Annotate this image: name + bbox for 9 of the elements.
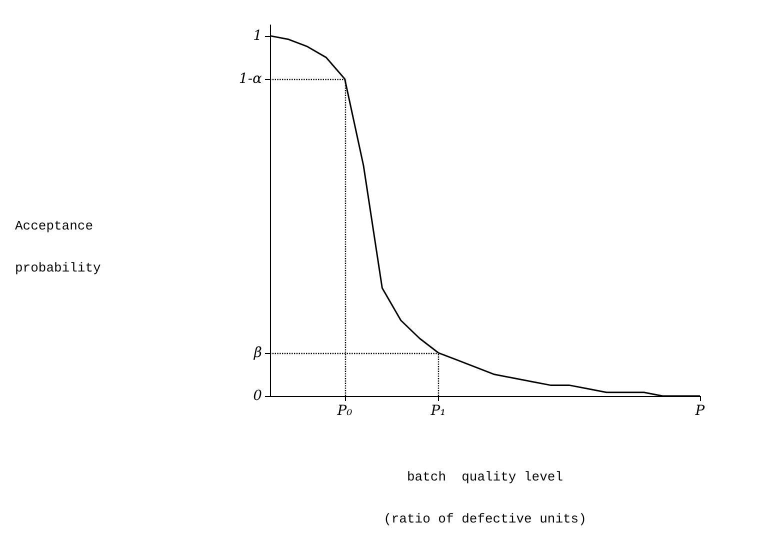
text: batch quality level (ratio of defective units) [384,470,586,526]
y-tick-label: 1 [253,28,262,44]
y-tick-label: 0 [253,388,262,404]
text: Acceptance probability [15,218,101,276]
y-tick-label: 1-α [238,71,263,88]
x-tick-label: P₀ [336,403,353,419]
x-tick-label: P₁ [430,403,446,419]
y-tick-label: β [252,344,262,361]
x-tick-label: P [694,403,706,419]
